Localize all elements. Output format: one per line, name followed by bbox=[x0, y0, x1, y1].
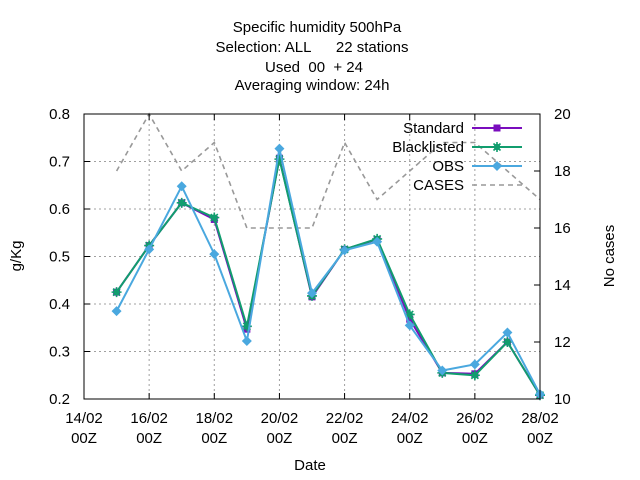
data-point-blacklisted-rays bbox=[241, 321, 252, 332]
data-point-obs bbox=[339, 245, 350, 256]
x-tick-label: 22/02 bbox=[326, 410, 364, 427]
y2-tick-label: 10 bbox=[554, 391, 571, 408]
data-point-obs bbox=[372, 236, 383, 247]
series-cases bbox=[115, 112, 541, 229]
x-tick-label: 16/02 bbox=[130, 410, 168, 427]
x-tick-label-time: 00Z bbox=[527, 430, 553, 447]
legend-label: CASES bbox=[413, 177, 464, 194]
title-line-2: Selection: ALL 22 stations bbox=[216, 39, 409, 56]
y2-axis-label: No cases bbox=[601, 225, 618, 288]
y-tick-label: 0.8 bbox=[49, 106, 70, 123]
y-tick-label: 0.5 bbox=[49, 249, 70, 266]
y-tick-label: 0.7 bbox=[49, 154, 70, 171]
data-point-obs bbox=[404, 320, 415, 331]
series-line-standard bbox=[115, 157, 541, 396]
legend-label: OBS bbox=[432, 158, 464, 175]
x-tick-label: 14/02 bbox=[65, 410, 103, 427]
x-tick-label: 20/02 bbox=[261, 410, 299, 427]
axis-ticks: 14/02 00Z 16/02 00Z 18/02 00Z 20/02 00Z 22/02 00Z… bbox=[49, 106, 571, 447]
title-line-1: Specific humidity 500hPa bbox=[233, 19, 402, 36]
x-tick-label: 26/02 bbox=[456, 410, 494, 427]
x-tick-label-time: 00Z bbox=[332, 430, 358, 447]
legend-swatch-marker-rays bbox=[492, 142, 502, 152]
x-tick-label-time: 00Z bbox=[71, 430, 97, 447]
data-point-blacklisted-rays bbox=[469, 370, 480, 381]
legend-entry-cases: CASES bbox=[413, 177, 522, 194]
legend-swatch-marker bbox=[492, 161, 502, 171]
x-tick-label-time: 00Z bbox=[201, 430, 227, 447]
series-line-obs bbox=[115, 148, 541, 395]
series-blacklisted bbox=[111, 154, 545, 401]
legend-label: Blacklisted bbox=[392, 139, 464, 156]
data-point-obs bbox=[469, 359, 480, 370]
x-tick-label: 18/02 bbox=[196, 410, 234, 427]
y2-tick-label: 20 bbox=[554, 106, 571, 123]
y-axis-label: g/Kg bbox=[8, 241, 25, 272]
data-point-blacklisted-rays bbox=[176, 197, 187, 208]
data-point-blacklisted-rays bbox=[274, 154, 285, 165]
title-line-4: Averaging window: 24h bbox=[235, 77, 390, 94]
data-point-obs bbox=[274, 143, 285, 154]
y2-tick-label: 14 bbox=[554, 277, 571, 294]
legend-entry-blacklisted: Blacklisted bbox=[392, 139, 522, 156]
chart-title: Specific humidity 500hPa Selection: ALL … bbox=[216, 19, 409, 94]
x-tick-label-time: 00Z bbox=[136, 430, 162, 447]
y-tick-label: 0.6 bbox=[49, 201, 70, 218]
title-line-3: Used 00 + 24 bbox=[265, 59, 363, 76]
data-point-blacklisted-rays bbox=[502, 337, 513, 347]
y-tick-label: 0.2 bbox=[49, 391, 70, 408]
x-axis-label: Date bbox=[294, 457, 326, 474]
series-obs bbox=[111, 143, 545, 400]
legend-swatch-marker bbox=[493, 124, 501, 132]
plot-series bbox=[111, 112, 545, 401]
series-line-cases bbox=[115, 112, 541, 229]
x-tick-label: 28/02 bbox=[521, 410, 559, 427]
data-point-obs bbox=[241, 336, 252, 347]
legend-label: Standard bbox=[403, 120, 464, 137]
y-tick-label: 0.4 bbox=[49, 296, 70, 313]
y2-tick-label: 18 bbox=[554, 163, 571, 180]
x-tick-label: 24/02 bbox=[391, 410, 429, 427]
data-point-obs bbox=[144, 244, 155, 255]
y2-tick-label: 16 bbox=[554, 220, 571, 237]
y2-tick-label: 12 bbox=[554, 334, 571, 351]
data-point-obs bbox=[307, 288, 317, 299]
x-tick-label-time: 00Z bbox=[266, 430, 292, 447]
data-point-blacklisted-rays bbox=[404, 309, 415, 320]
data-point-obs bbox=[176, 181, 187, 192]
series-line-blacklisted bbox=[115, 158, 541, 396]
data-point-obs bbox=[209, 249, 220, 260]
data-point-obs bbox=[502, 327, 513, 338]
legend-entry-standard: Standard bbox=[403, 120, 522, 137]
grid bbox=[84, 114, 540, 399]
data-point-obs bbox=[437, 365, 448, 376]
data-point-blacklisted-rays bbox=[111, 287, 122, 298]
plot-frame bbox=[83, 113, 541, 400]
data-point-blacklisted-rays bbox=[209, 212, 220, 223]
series-standard bbox=[113, 154, 544, 399]
data-point-obs bbox=[111, 306, 122, 317]
legend-entry-obs: OBS bbox=[432, 158, 522, 175]
x-tick-label-time: 00Z bbox=[397, 430, 423, 447]
x-tick-label-time: 00Z bbox=[462, 430, 488, 447]
legend: Standard Blacklisted OBS CASES bbox=[392, 120, 522, 194]
y-tick-label: 0.3 bbox=[49, 344, 70, 361]
